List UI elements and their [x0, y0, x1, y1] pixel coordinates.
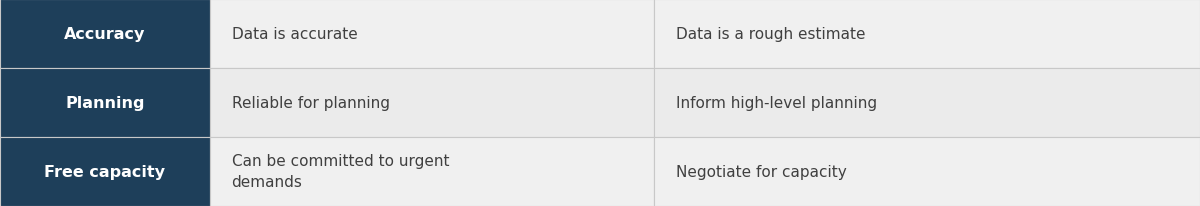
Text: Inform high-level planning: Inform high-level planning: [676, 96, 877, 110]
Bar: [210, 137, 654, 206]
Bar: [0, 69, 210, 137]
Text: Can be committed to urgent
demands: Can be committed to urgent demands: [232, 154, 449, 190]
Bar: [654, 137, 1200, 206]
Bar: [0, 137, 210, 206]
Bar: [210, 69, 654, 137]
Text: Accuracy: Accuracy: [65, 27, 145, 42]
Text: Reliable for planning: Reliable for planning: [232, 96, 390, 110]
Bar: [654, 0, 1200, 69]
Text: Negotiate for capacity: Negotiate for capacity: [676, 164, 846, 179]
Bar: [210, 0, 654, 69]
Text: Data is accurate: Data is accurate: [232, 27, 358, 42]
Text: Data is a rough estimate: Data is a rough estimate: [676, 27, 865, 42]
Text: Planning: Planning: [65, 96, 145, 110]
Text: Free capacity: Free capacity: [44, 164, 166, 179]
Bar: [0, 0, 210, 69]
Bar: [654, 69, 1200, 137]
